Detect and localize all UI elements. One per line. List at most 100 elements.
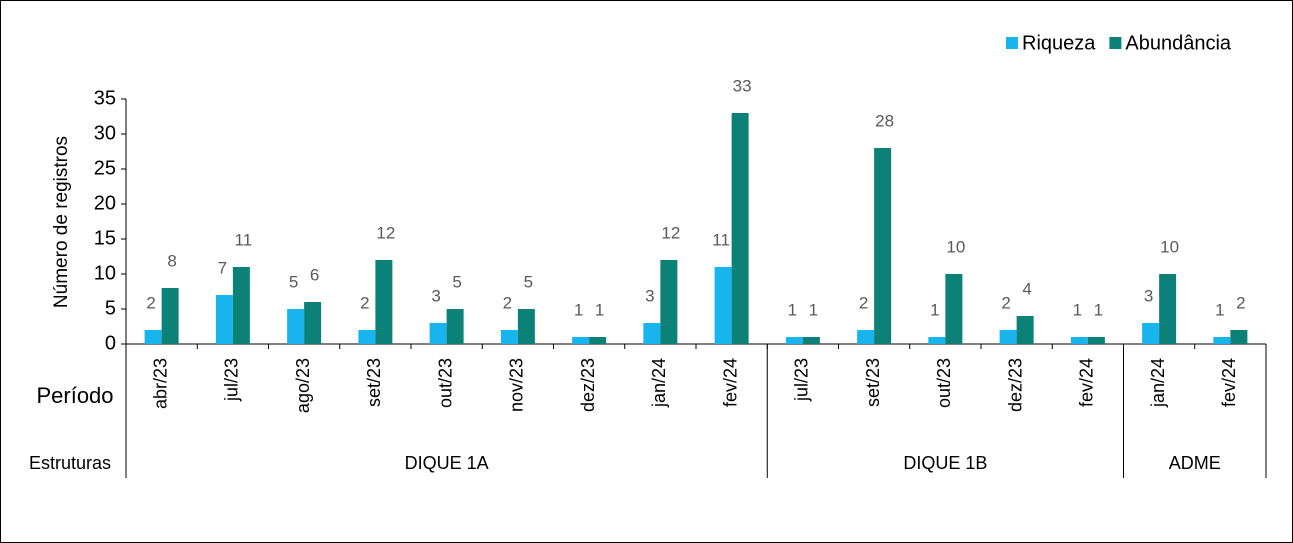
bar — [144, 330, 162, 344]
data-label: 10 — [946, 237, 965, 256]
bar — [429, 323, 447, 344]
x-tick-label: jan/24 — [649, 358, 669, 408]
y-tick-label: 5 — [105, 297, 116, 319]
data-label: 2 — [859, 293, 868, 312]
x-tick-label: abr/23 — [150, 358, 170, 409]
data-label: 2 — [360, 293, 369, 312]
bar — [572, 337, 590, 344]
group-label: DIQUE 1B — [903, 453, 987, 473]
bar — [161, 288, 179, 344]
data-label: 5 — [524, 272, 533, 291]
x-tick-label: fev/24 — [1219, 358, 1239, 407]
data-label: 3 — [645, 286, 654, 305]
bar — [857, 330, 875, 344]
data-label: 10 — [1160, 237, 1179, 256]
x-tick-label: jul/23 — [792, 358, 812, 402]
data-label: 1 — [574, 300, 583, 319]
bar — [358, 330, 376, 344]
x-tick-label: dez/23 — [578, 358, 598, 412]
legend-swatch — [1006, 37, 1018, 49]
bar — [999, 330, 1017, 344]
bar — [1230, 330, 1248, 344]
bar — [1142, 323, 1160, 344]
data-label: 28 — [875, 111, 894, 130]
bar — [802, 337, 820, 344]
x-tick-label: jan/24 — [1148, 358, 1168, 408]
bar — [874, 148, 892, 344]
data-label: 7 — [218, 258, 227, 277]
data-label: 1 — [809, 300, 818, 319]
data-label: 1 — [1073, 300, 1082, 319]
bar — [304, 302, 322, 344]
data-label: 1 — [930, 300, 939, 319]
data-label: 1 — [788, 300, 797, 319]
data-label: 3 — [1144, 286, 1153, 305]
bar — [731, 113, 749, 344]
bar — [1070, 337, 1088, 344]
x-tick-label: ago/23 — [293, 358, 313, 413]
legend-swatch — [1109, 37, 1122, 49]
x-tick-label: set/23 — [863, 358, 883, 407]
y-tick-label: 30 — [94, 122, 116, 144]
bar — [375, 260, 393, 344]
x-tick-label: out/23 — [435, 358, 455, 408]
y-axis-label: Número de registros — [51, 136, 72, 308]
data-label: 12 — [661, 223, 680, 242]
x-tick-label: set/23 — [364, 358, 384, 407]
bar — [589, 337, 607, 344]
x-tick-label: fev/24 — [720, 358, 740, 407]
bar — [945, 274, 963, 344]
x-axis-label: Período — [36, 383, 113, 408]
y-tick-label: 10 — [94, 262, 116, 284]
x-tick-label: jul/23 — [222, 358, 242, 402]
data-label: 3 — [431, 286, 440, 305]
data-label: 11 — [712, 230, 730, 249]
x-tick-label: dez/23 — [1005, 358, 1025, 412]
bar — [1016, 316, 1034, 344]
group-axis-label: Estruturas — [29, 453, 111, 473]
bar — [660, 260, 678, 344]
y-tick-label: 20 — [94, 192, 116, 214]
bar — [232, 267, 250, 344]
bar — [287, 309, 305, 344]
data-label: 2 — [1236, 293, 1245, 312]
group-label: DIQUE 1A — [405, 453, 489, 473]
y-tick-label: 0 — [105, 332, 116, 354]
data-label: 6 — [310, 265, 319, 284]
data-label: 1 — [1215, 300, 1224, 319]
bar — [714, 267, 732, 344]
data-label: 5 — [452, 272, 461, 291]
bar — [446, 309, 464, 344]
data-label: 11 — [235, 230, 253, 249]
bar — [517, 309, 535, 344]
y-tick-label: 35 — [94, 87, 116, 109]
data-label: 1 — [595, 300, 604, 319]
data-label: 2 — [146, 293, 155, 312]
y-tick-label: 25 — [94, 157, 116, 179]
bar — [500, 330, 518, 344]
bar — [643, 323, 661, 344]
x-tick-label: out/23 — [934, 358, 954, 408]
bar — [1087, 337, 1105, 344]
data-label: 33 — [733, 76, 752, 95]
bar — [215, 295, 233, 344]
legend-label: Abundância — [1125, 32, 1232, 54]
data-label: 12 — [376, 223, 395, 242]
data-label: 1 — [1094, 300, 1103, 319]
group-label: ADME — [1169, 453, 1221, 473]
x-tick-label: fev/24 — [1077, 358, 1097, 407]
bar — [1213, 337, 1231, 344]
y-tick-label: 15 — [94, 227, 116, 249]
bar — [1159, 274, 1177, 344]
data-label: 2 — [503, 293, 512, 312]
legend-label: Riqueza — [1022, 32, 1096, 54]
x-tick-label: nov/23 — [507, 358, 527, 412]
data-label: 8 — [167, 251, 176, 270]
data-label: 2 — [1001, 293, 1010, 312]
data-label: 5 — [289, 272, 298, 291]
bar — [928, 337, 946, 344]
bar — [785, 337, 803, 344]
data-label: 4 — [1022, 279, 1031, 298]
